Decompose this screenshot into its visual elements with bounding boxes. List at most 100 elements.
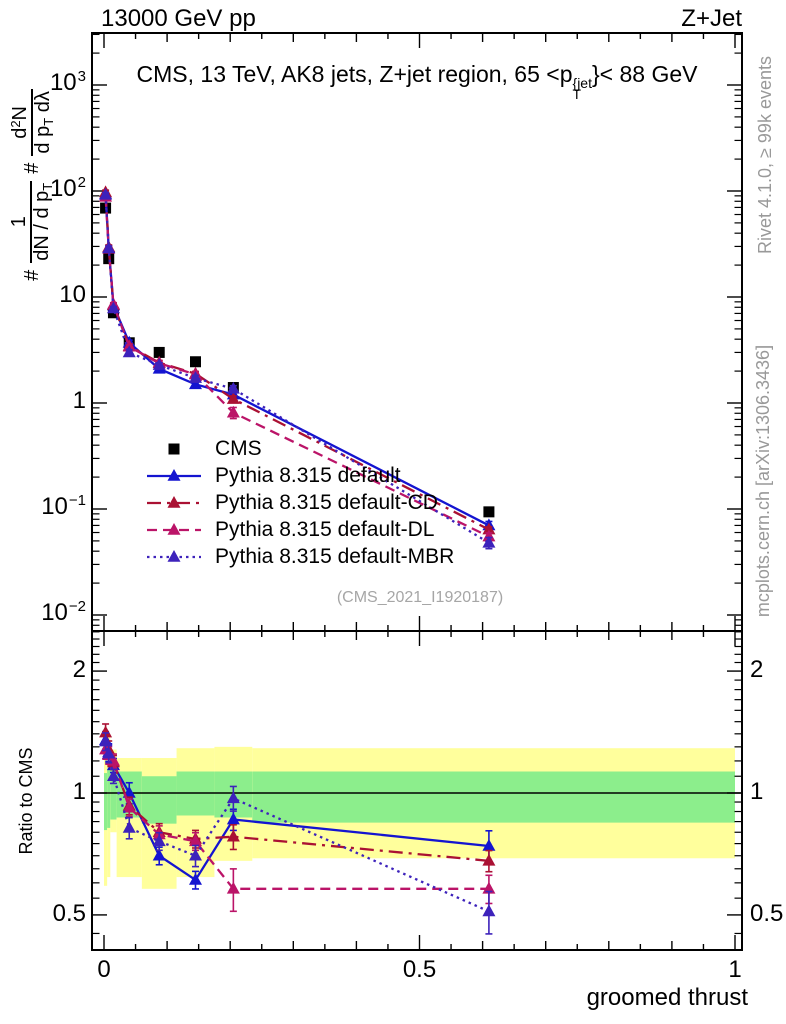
green-uncertainty-band	[104, 773, 108, 831]
series-model-4-marker	[122, 345, 136, 358]
green-uncertainty-band	[107, 768, 111, 828]
plot-title-suffix: }< 88 GeV	[591, 61, 698, 87]
triangle-marker-icon	[167, 549, 181, 562]
legend-label: Pythia 8.315 default	[215, 463, 401, 487]
legend-marker	[147, 549, 201, 562]
ratio-y-tick-label-right: 2	[750, 656, 764, 684]
hash-symbol: #	[20, 269, 43, 281]
triangle-marker-icon	[167, 468, 181, 481]
triangle-marker-icon	[167, 522, 181, 535]
series-model-4-ratio-marker	[188, 848, 202, 861]
fraction-numerator: d2N	[7, 105, 31, 139]
rivet-version-note: Rivet 4.1.0, ≥ 99k events	[755, 56, 775, 254]
beam-energy-label: 13000 GeV pp	[101, 5, 256, 32]
series-cms-marker	[483, 506, 495, 518]
legend-marker	[147, 522, 201, 535]
main-y-tick-label: 1	[72, 387, 86, 414]
legend-item: Pythia 8.315 default-DL	[146, 516, 454, 543]
legend-marker	[147, 468, 201, 481]
green-uncertainty-band	[110, 768, 117, 820]
series-model-4-ratio-marker	[99, 734, 113, 747]
series-model-4-marker	[482, 535, 496, 548]
x-tick-label: 1	[728, 956, 742, 983]
series-model-4-main-line	[104, 194, 490, 544]
hash-symbol: #	[20, 162, 43, 174]
series-cms-marker	[153, 346, 165, 358]
ratio-y-tick-label-right: 0.5	[750, 899, 784, 927]
fraction-denominator: d pT dλ	[30, 89, 56, 156]
process-label: Z+Jet	[681, 5, 742, 32]
series-model-4-ratio-line	[104, 741, 490, 913]
main-y-tick-label: 10−2	[41, 598, 86, 626]
legend-item: CMS	[146, 435, 454, 462]
series-model-4-marker	[152, 358, 166, 370]
series-model-4-ratio-marker	[482, 904, 496, 917]
x-axis-title: groomed thrust	[586, 984, 748, 1011]
plot-title-supsub: {jet T	[572, 75, 592, 103]
legend: CMS Pythia 8.315 default Pythia 8.315 defa…	[146, 435, 454, 570]
triangle-marker-icon	[167, 495, 181, 508]
legend-item: Pythia 8.315 default-CD	[146, 489, 454, 516]
series-model-4-ratio-marker	[226, 791, 240, 804]
x-tick-label: 0.5	[402, 956, 437, 983]
series-cms-marker	[189, 356, 201, 368]
ratio-y-tick-label-left: 1	[72, 778, 86, 805]
series-model-4-ratio-marker	[106, 769, 120, 782]
series-model-1-ratio-marker	[226, 812, 240, 825]
series-model-3-ratio-marker	[122, 800, 136, 813]
series-model-1-ratio-marker	[152, 848, 166, 861]
series-model-2-ratio-line	[104, 732, 490, 862]
series-model-2-marker	[482, 522, 496, 535]
analysis-id-watermark: (CMS_2021_I1920187)	[336, 589, 504, 606]
main-y-tick-label: 10−1	[41, 492, 86, 520]
green-uncertainty-band	[252, 771, 735, 823]
legend-label: Pythia 8.315 default-MBR	[215, 544, 455, 568]
series-model-4-marker	[188, 371, 202, 383]
plot-title-sub: T	[572, 86, 582, 103]
legend-item: Pythia 8.315 default-MBR	[146, 543, 454, 570]
series-model-2-ratio-marker	[99, 725, 113, 738]
green-uncertainty-band	[141, 776, 177, 824]
series-model-3-ratio-marker	[188, 834, 202, 847]
main-y-tick-label: 103	[49, 68, 86, 96]
series-model-2-main-line	[104, 192, 490, 531]
legend-label: CMS	[215, 436, 262, 460]
square-marker-icon	[168, 443, 180, 454]
series-model-3-marker	[482, 529, 496, 542]
fraction-d2n: d2N d pT dλ	[7, 89, 56, 156]
series-model-2-ratio-marker	[226, 829, 240, 842]
legend-label: Pythia 8.315 default-DL	[215, 517, 435, 541]
plot-title-prefix: CMS, 13 TeV, AK8 jets, Z+jet region, 65 …	[136, 61, 573, 87]
series-model-1-ratio-marker	[482, 838, 496, 851]
series-model-4-ratio-marker	[152, 834, 166, 847]
legend-marker	[147, 495, 201, 508]
legend-label: Pythia 8.315 default-CD	[215, 490, 438, 514]
x-tick-label: 0	[97, 956, 111, 983]
ratio-y-tick-label-right: 1	[750, 778, 764, 805]
series-model-3-marker	[226, 405, 240, 418]
main-y-tick-label: 102	[49, 174, 86, 202]
ratio-y-tick-label-left: 2	[72, 656, 86, 684]
mcplots-arxiv-note: mcplots.cern.ch [arXiv:1306.3436]	[753, 344, 773, 618]
series-model-3-ratio-marker	[482, 881, 496, 894]
series-model-4-ratio-marker	[102, 746, 116, 759]
plot-title-sup: {jet	[572, 75, 592, 91]
legend-marker	[168, 443, 180, 454]
series-model-2-ratio-marker	[482, 853, 496, 866]
ratio-y-tick-label-left: 0.5	[52, 899, 86, 927]
series-model-2-marker	[226, 392, 240, 404]
ratio-panel-frame	[91, 630, 743, 951]
main-y-tick-label: 10	[59, 281, 86, 308]
series-model-3-ratio-marker	[226, 881, 240, 894]
legend-item: Pythia 8.315 default	[146, 462, 454, 489]
series-model-4-ratio-marker	[122, 820, 136, 833]
series-model-1-ratio-marker	[188, 872, 202, 885]
series-model-4-marker	[226, 381, 240, 394]
plot-title: CMS, 13 TeV, AK8 jets, Z+jet region, 65 …	[92, 61, 742, 103]
series-model-4-marker	[106, 301, 120, 314]
series-model-4-marker	[99, 187, 113, 200]
series-model-4-marker	[102, 241, 116, 254]
series-model-1-marker	[188, 377, 202, 390]
